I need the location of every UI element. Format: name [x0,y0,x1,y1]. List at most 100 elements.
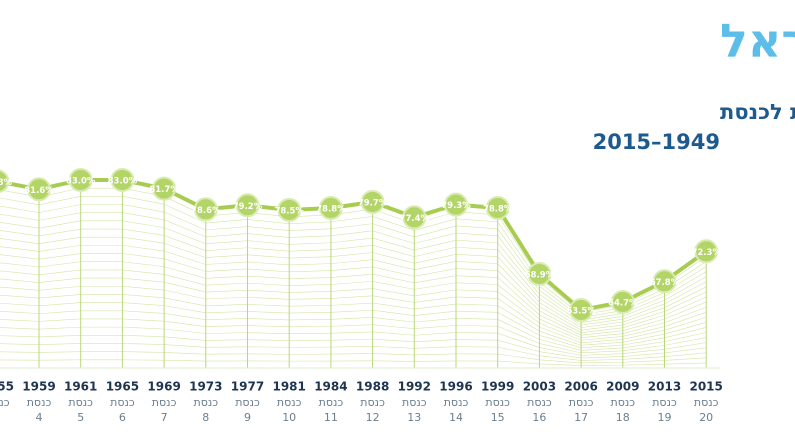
hatch-line [289,305,331,307]
knesset-number: 17 [574,411,588,424]
hatch-line [414,339,457,343]
knesset-word: כנסת [527,396,552,409]
value-label: 68.9% [525,270,555,280]
hatch-line [330,324,373,327]
hatch-line [581,324,623,331]
hatch-line [205,318,248,320]
hatch-line [539,322,582,341]
hatch-line [622,363,665,366]
hatch-line [539,310,582,333]
knesset-number: 8 [202,411,209,424]
knesset-number: 5 [77,411,84,424]
hatch-line [497,346,540,357]
hatch-line [539,363,582,366]
hatch-line [247,233,290,238]
hatch-line [0,254,40,260]
hatch-line [289,270,331,273]
hatch-line [38,310,81,314]
knesset-word: כנסת [235,396,260,409]
hatch-line [0,327,40,330]
hatch-line [497,298,540,328]
year-label: 1977 [231,380,264,394]
hatch-line [0,197,40,206]
hatch-line [372,338,415,343]
hatch-line [455,268,498,271]
hatch-line [622,303,665,320]
knesset-number: 18 [616,411,630,424]
hatch-line [38,245,81,252]
hatch-line [330,331,373,334]
hatch-line [330,266,373,271]
hatch-line [0,302,40,307]
hatch-line [455,275,498,278]
hatch-line [664,352,707,357]
hatch-line [664,342,707,350]
hatch-line [247,325,290,328]
hatch-line [581,344,623,349]
value-label: 64.7% [608,298,638,308]
hatch-line [330,223,373,230]
hatch-line [289,256,331,259]
hatch-line [664,337,707,346]
period: 2015–1949 [593,130,720,154]
hatch-line [664,286,707,308]
hatch-line [289,277,331,279]
knesset-word: כנסת [319,396,344,409]
point [110,167,135,192]
value-label: 77.4% [400,214,430,224]
hatch-line [497,242,540,295]
hatch-line [330,302,373,306]
hatch-line [38,228,81,237]
year-label: 1999 [481,380,514,394]
hatch-line [372,259,415,271]
hatch-line [122,261,165,267]
knesset-word: כנסת [152,396,177,409]
year-label: 1961 [64,380,97,394]
hatch-line [622,352,665,357]
hatch-line [622,299,665,317]
hatch-line [455,339,498,341]
hatch-line [581,347,623,351]
hatch-line [455,282,498,285]
hatch-line [205,219,248,224]
hatch-line [622,345,665,352]
hatch-line [455,332,498,334]
hatch-line [247,240,290,245]
point [152,176,177,201]
hatch-line [497,291,540,324]
hatch-line [330,353,373,355]
knesset-word: כנסת [402,396,427,409]
hatch-line [289,312,331,314]
hatch-line [330,259,373,264]
hatch-line [414,268,457,277]
hatch-line [622,330,665,340]
hatch-line [664,301,707,320]
point [527,261,552,286]
hatch-line [455,254,498,257]
knesset-number: 16 [532,411,546,424]
year-label: 2009 [606,380,639,394]
year-label: 1992 [398,380,431,394]
hatch-line [289,221,331,225]
hatch-line [455,239,498,244]
hatch-line [497,325,540,344]
hatch-line [622,333,665,343]
hatch-line [38,334,81,338]
hatch-line [414,239,457,251]
hatch-line [205,247,248,251]
knesset-word: כנסת [611,396,636,409]
hatch-line [247,304,290,307]
hatch-line [0,213,40,221]
hatch-line [122,245,165,252]
hatch-line [455,296,498,299]
hatch-line [247,296,290,300]
hatch-line [539,298,582,326]
hatch-line [38,302,81,307]
hatch-line [247,275,290,279]
hatch-line [414,289,457,297]
hatch-line [163,203,206,224]
hatch-line [372,266,415,277]
hatch-line [414,310,457,316]
hatch-line [497,305,540,332]
hatch-line [539,335,582,349]
